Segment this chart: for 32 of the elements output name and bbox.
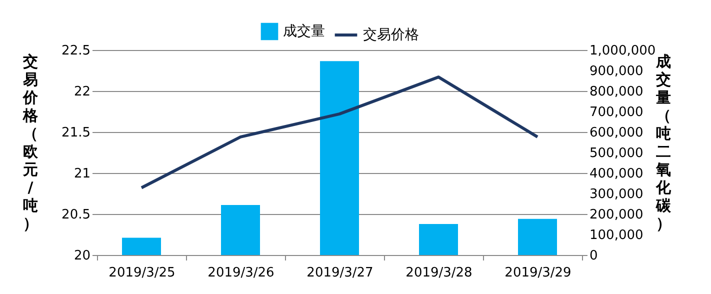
bar bbox=[221, 204, 260, 255]
x-tick-label: 2019/3/28 bbox=[406, 266, 472, 280]
bar bbox=[320, 61, 359, 255]
y2-tick-label: 200,000 bbox=[590, 208, 644, 222]
legend-label: 成交量 bbox=[283, 24, 325, 40]
y2-tick-label: 500,000 bbox=[590, 146, 644, 161]
y2-tick-label: 900,000 bbox=[590, 64, 644, 79]
y2-tick-label: 1,000,000 bbox=[590, 44, 656, 58]
y2-tick-label: 800,000 bbox=[590, 84, 644, 100]
x-tick-label: 2019/3/29 bbox=[504, 266, 572, 280]
y2-tick-label: 300,000 bbox=[590, 187, 644, 202]
x-tick-label: 2019/3/27 bbox=[306, 266, 374, 280]
x-tick-label: 2019/3/26 bbox=[208, 266, 274, 280]
legend-label: 交易价格 bbox=[363, 27, 419, 43]
y-tick-label: 21.5 bbox=[62, 126, 90, 140]
bar bbox=[419, 224, 458, 255]
y-tick-label: 22.5 bbox=[62, 44, 90, 58]
y-tick-label: 20.5 bbox=[62, 208, 90, 222]
bar bbox=[122, 238, 161, 255]
y2-tick-label: 700,000 bbox=[590, 105, 644, 120]
y-tick-label: 22 bbox=[74, 84, 90, 100]
bar bbox=[518, 218, 557, 255]
y2-tick-label: 400,000 bbox=[590, 166, 644, 182]
y-tick-label: 21 bbox=[74, 166, 90, 182]
y2-tick-label: 600,000 bbox=[590, 126, 644, 140]
x-tick-label: 2019/3/25 bbox=[108, 266, 176, 280]
y-tick-label: 20 bbox=[74, 248, 90, 264]
line-series bbox=[140, 76, 539, 190]
y2-tick-label: 100,000 bbox=[590, 228, 644, 243]
text: 交易价格（欧元/吨） bbox=[23, 52, 38, 232]
text: 成交量（吨二氧化碳） bbox=[656, 52, 671, 232]
y2-tick-label: 0 bbox=[590, 248, 598, 264]
